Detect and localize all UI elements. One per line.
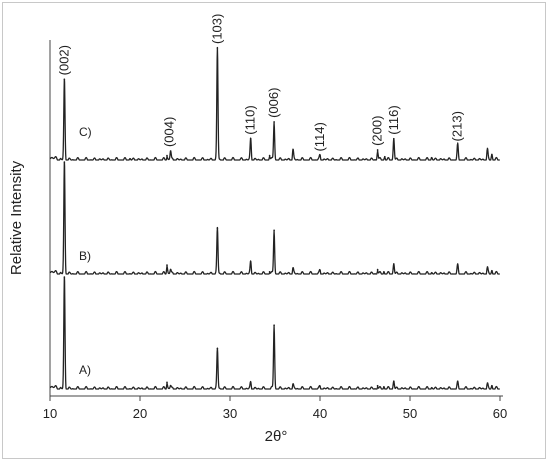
x-axis-title: 2θ°	[265, 428, 288, 445]
series-line	[49, 276, 501, 390]
peak-point	[486, 267, 489, 270]
peak-point	[486, 149, 489, 151]
peak-label: (116)	[386, 105, 401, 134]
peak-labels: (002) (004) (103) (110) (006) (114) (200) (116)…	[56, 14, 464, 152]
peak-point	[376, 268, 379, 271]
series-label: A)	[79, 363, 91, 377]
peak-point	[216, 347, 219, 350]
peak-label: (110)	[243, 105, 258, 134]
peak-point	[430, 156, 433, 159]
peak-point	[319, 154, 321, 157]
series-B: B)	[49, 161, 501, 275]
peak-point	[169, 150, 172, 152]
peak-point	[456, 382, 459, 385]
peak-point	[166, 264, 168, 266]
series-line	[49, 161, 501, 275]
peak-point	[491, 153, 493, 156]
peak-point	[166, 154, 168, 157]
peak-point	[169, 268, 172, 271]
x-ticks: 10 20 30 40 50 60	[43, 396, 507, 421]
peak-label: (004)	[162, 117, 177, 147]
peak-point	[63, 161, 66, 163]
peak-point	[63, 78, 66, 81]
peak-point	[383, 270, 385, 273]
x-tick-label-30: 30	[223, 406, 237, 421]
peak-point	[268, 270, 271, 273]
peak-point	[268, 154, 271, 157]
peak-point	[169, 384, 172, 387]
peak-point	[292, 267, 294, 270]
peak-point	[456, 144, 459, 147]
peak-point	[273, 324, 275, 326]
peak-label: (006)	[266, 88, 281, 118]
peak-point	[249, 260, 252, 263]
peak-point	[292, 383, 294, 386]
x-tick-label-50: 50	[403, 406, 417, 421]
peak-label: (114)	[312, 122, 327, 151]
peak-point	[319, 385, 321, 388]
y-axis-title: Relative Intensity	[8, 160, 25, 275]
peak-point	[273, 121, 275, 123]
series-group: C) B) A)	[49, 46, 501, 390]
peak-label: (002)	[56, 45, 71, 75]
peak-point	[319, 269, 321, 272]
series-A: A)	[49, 276, 501, 390]
peak-point	[166, 381, 168, 384]
peak-point	[273, 229, 275, 232]
series-C: C)	[49, 46, 501, 161]
peak-label: (213)	[450, 111, 465, 141]
peak-label: (200)	[370, 116, 385, 146]
peak-point	[486, 383, 489, 386]
peak-point	[216, 227, 219, 229]
series-label: C)	[79, 125, 92, 139]
x-tick-label-60: 60	[493, 406, 507, 421]
peak-point	[376, 149, 379, 151]
peak-point	[249, 381, 252, 384]
series-label: B)	[79, 249, 91, 263]
peak-point	[430, 272, 433, 274]
peak-point	[129, 158, 131, 160]
peak-point	[216, 47, 219, 49]
peak-point	[249, 137, 252, 140]
x-tick-label-40: 40	[313, 406, 327, 421]
peak-point	[430, 387, 433, 389]
peak-point	[491, 384, 493, 387]
peak-point	[393, 380, 395, 382]
peak-point	[376, 384, 379, 387]
series-line	[49, 46, 501, 161]
peak-point	[393, 137, 395, 140]
peak-point	[456, 265, 459, 267]
peak-point	[491, 269, 493, 272]
peak-point	[292, 149, 294, 151]
x-tick-label-10: 10	[43, 406, 57, 421]
x-tick-label-20: 20	[133, 406, 147, 421]
peak-point	[393, 263, 395, 265]
peak-point	[384, 155, 386, 158]
peak-label: (103)	[209, 14, 224, 44]
peak-point	[63, 276, 66, 278]
peak-point	[383, 385, 385, 388]
